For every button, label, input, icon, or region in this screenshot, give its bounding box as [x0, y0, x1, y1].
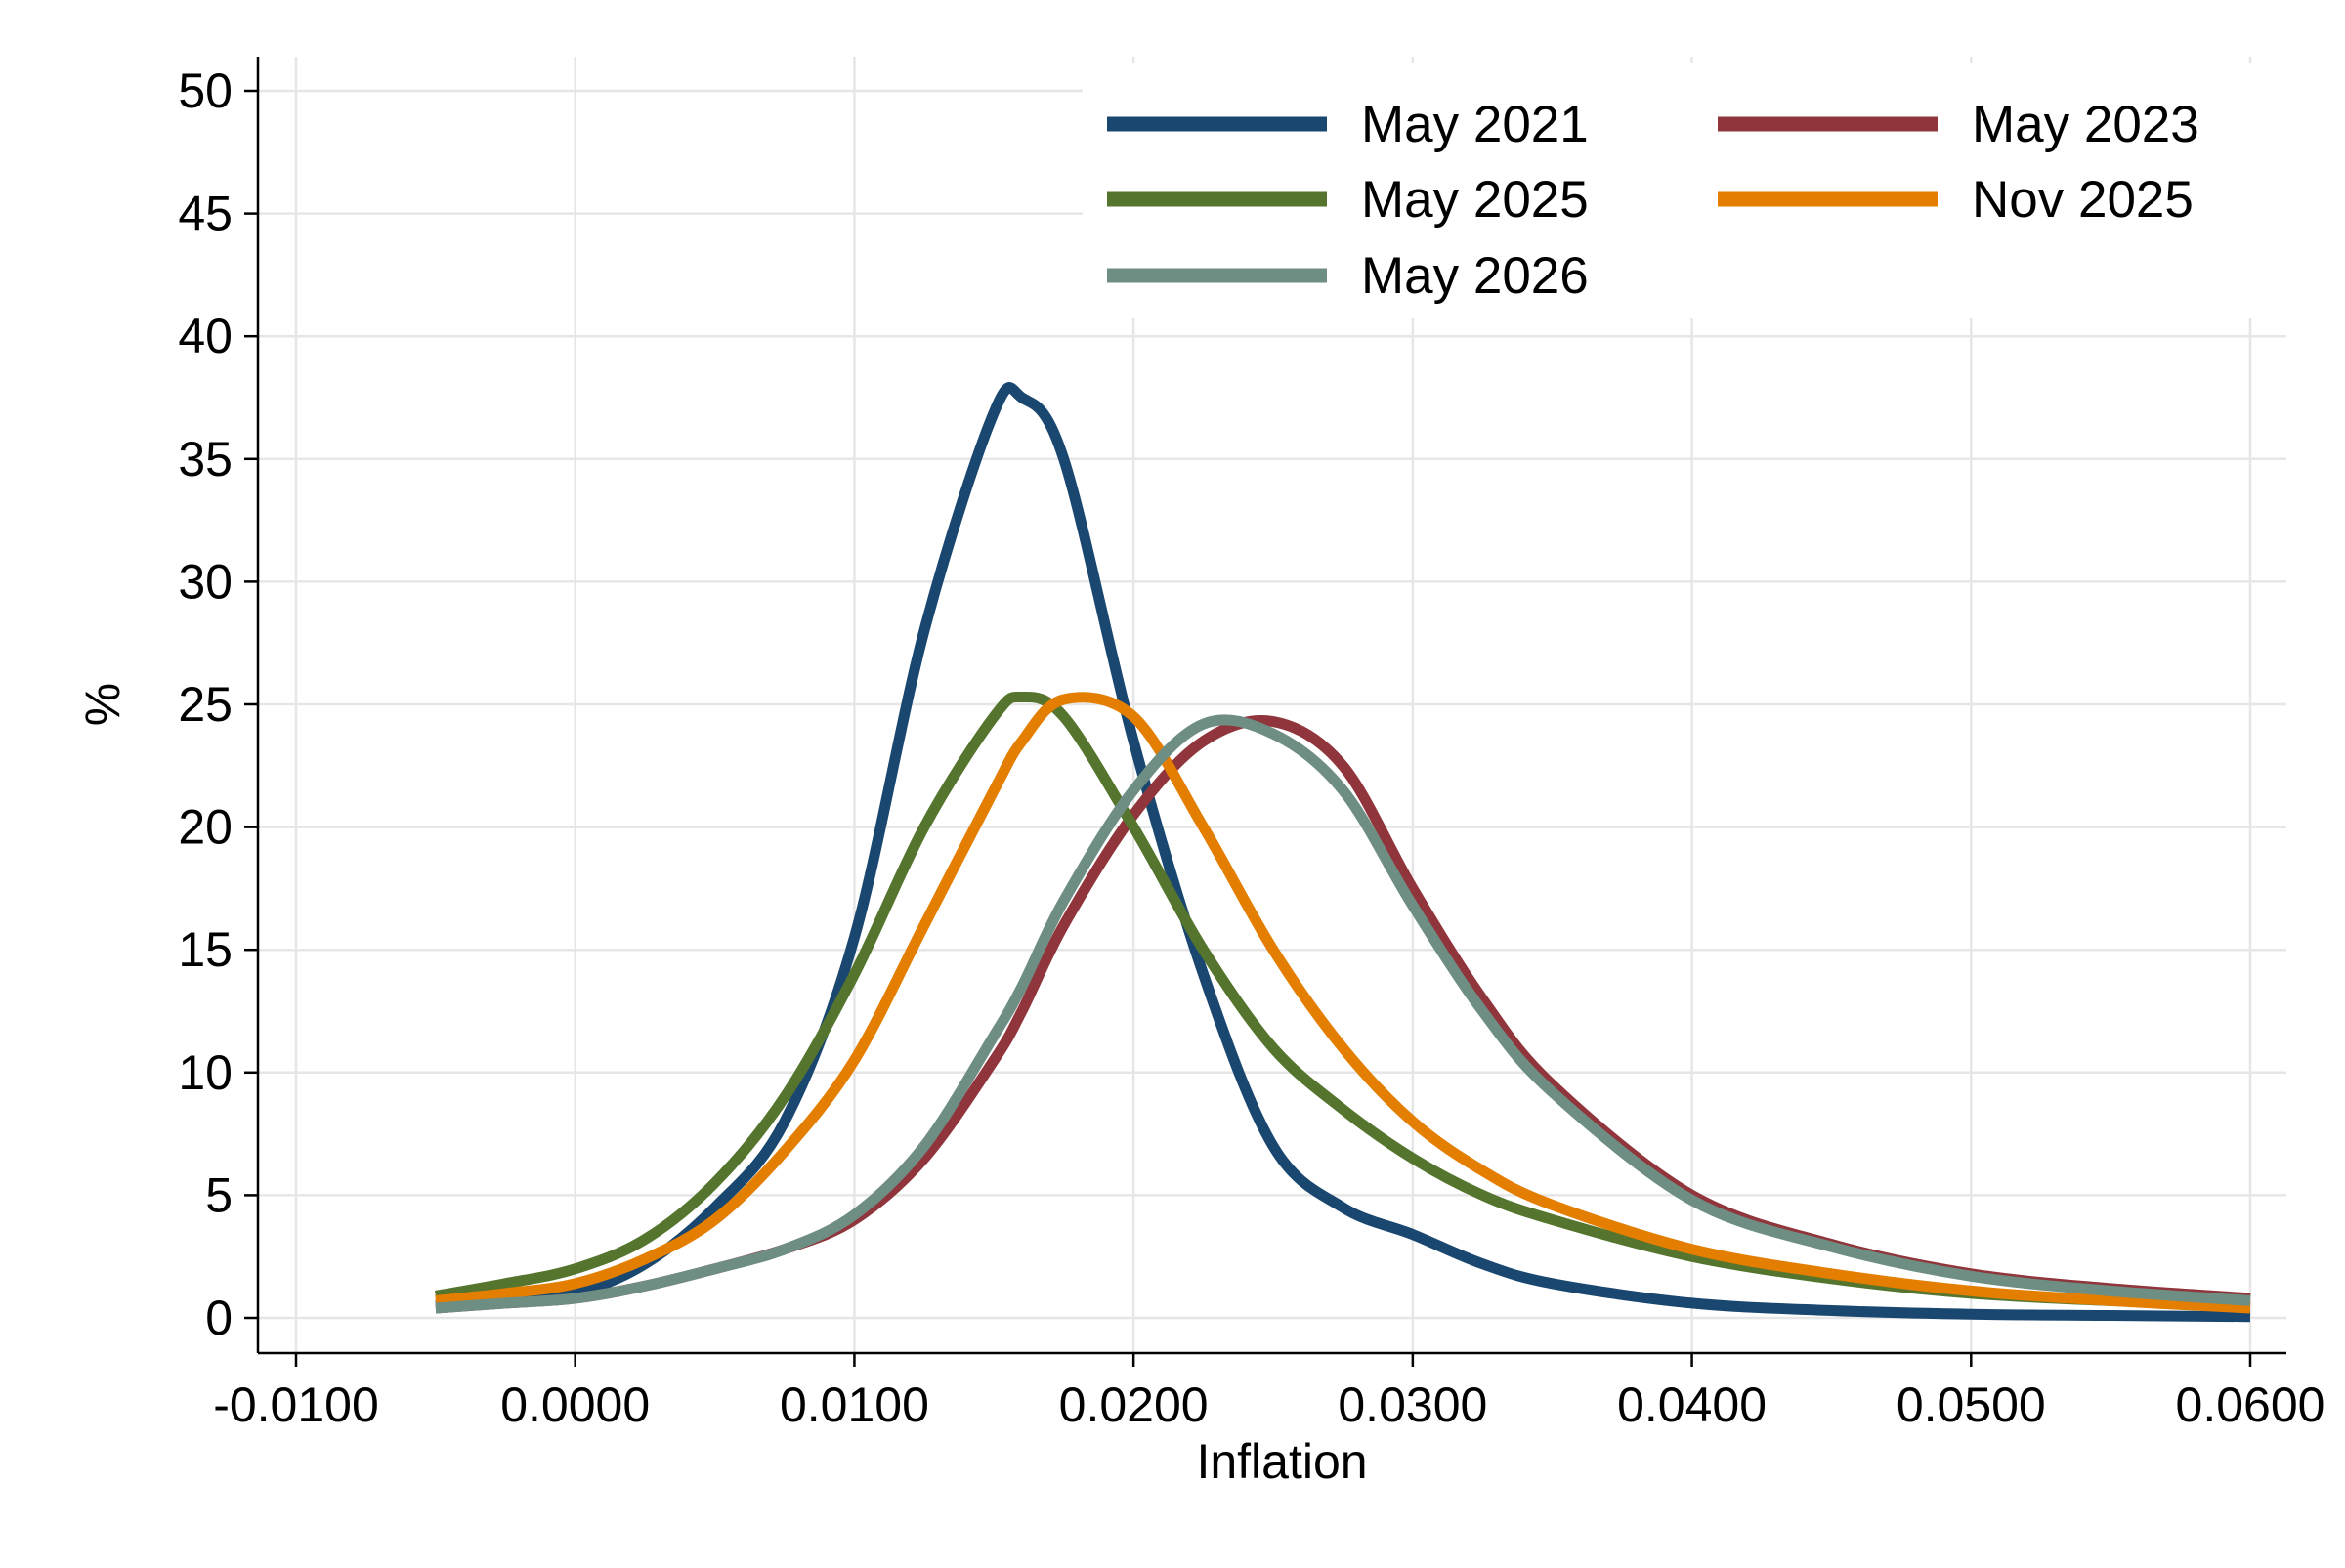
y-tick-label: 0	[205, 1291, 233, 1345]
x-tick-label: -0.0100	[213, 1377, 379, 1432]
x-tick-label: 0.0500	[1897, 1377, 2046, 1432]
x-tick-label: 0.0000	[500, 1377, 650, 1432]
y-tick-label: 35	[178, 432, 233, 487]
legend-label: May 2021	[1361, 96, 1589, 153]
legend-label: May 2023	[1972, 96, 2199, 153]
x-tick-label: 0.0100	[780, 1377, 929, 1432]
series-lines	[434, 382, 2251, 1323]
y-tick-label: 50	[178, 64, 233, 118]
legend-label: Nov 2025	[1972, 171, 2194, 229]
axes	[244, 57, 2286, 1367]
y-tick-labels: 0 5 10 15 20 25 30 35 40 45 50	[178, 64, 233, 1345]
legend-label: May 2026	[1361, 247, 1589, 305]
x-tick-label: 0.0300	[1338, 1377, 1487, 1432]
x-axis-title: Inflation	[1196, 1434, 1367, 1489]
y-tick-label: 40	[178, 309, 233, 363]
y-tick-label: 25	[178, 677, 233, 732]
series-line-may-2026	[435, 714, 2251, 1314]
series-line-nov-2025	[435, 692, 2251, 1314]
y-tick-label: 5	[205, 1167, 233, 1222]
y-axis-title: %	[75, 683, 130, 726]
x-tick-label: 0.0200	[1059, 1377, 1209, 1432]
series-line-may-2021	[435, 382, 2251, 1323]
y-tick-label: 20	[178, 800, 233, 855]
x-tick-labels: -0.0100 0.0000 0.0100 0.0200 0.0300 0.0400 0.0…	[213, 1377, 2324, 1432]
legend: May 2021 May 2023 May 2025 Nov 2025 May 2026	[1083, 63, 2294, 318]
y-tick-label: 45	[178, 187, 233, 241]
x-tick-label: 0.0400	[1617, 1377, 1767, 1432]
y-tick-label: 10	[178, 1045, 233, 1100]
y-tick-label: 30	[178, 554, 233, 609]
legend-label: May 2025	[1361, 171, 1589, 229]
y-tick-label: 15	[178, 922, 233, 977]
series-line-may-2025	[434, 691, 2251, 1311]
x-tick-label: 0.0600	[2176, 1377, 2325, 1432]
gridlines	[258, 57, 2286, 1353]
